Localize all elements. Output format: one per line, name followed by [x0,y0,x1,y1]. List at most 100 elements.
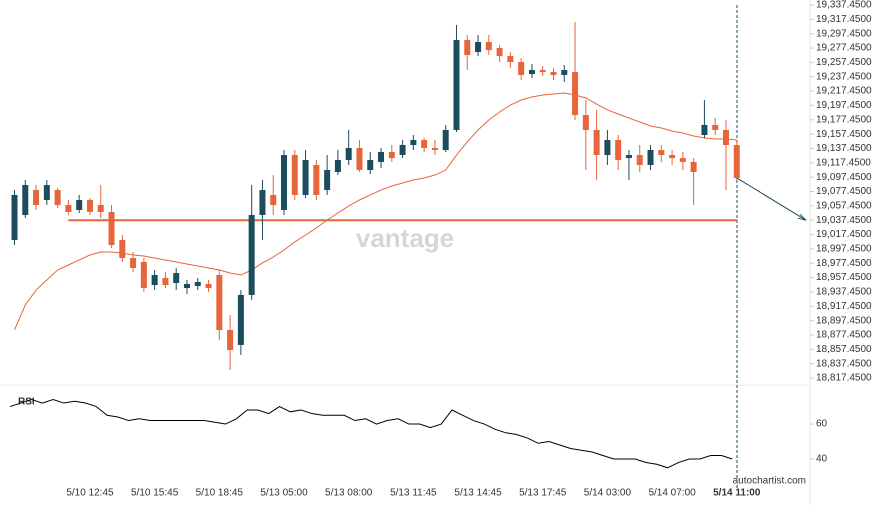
candle-body [679,158,686,162]
y-tick-label: 18,997.4500 [816,244,872,255]
y-tick-label: 18,817.4500 [816,373,872,384]
candle-body [97,205,104,212]
candle-body [615,140,622,160]
candle-body [130,258,137,269]
candle-body [108,211,115,245]
y-tick-label: 18,877.4500 [816,330,872,341]
x-tick-label: 5/13 14:45 [454,488,502,499]
candle-body [54,190,61,206]
arrow-head [797,213,807,221]
y-tick-label: 19,217.4500 [816,86,872,97]
candle-body [485,41,492,51]
y-tick-label: 18,957.4500 [816,272,872,283]
x-tick-label: 5/14 11:00 [713,488,761,499]
y-tick-label: 19,077.4500 [816,186,872,197]
y-tick-label: 19,057.4500 [816,200,872,211]
candle-body [76,200,83,210]
candle-body [324,170,331,191]
candle-body [259,190,266,215]
candle-body [464,40,471,56]
candle-body [237,294,244,345]
rsi-title: RSI [18,397,35,408]
moving-average [14,92,737,331]
candle-body [572,72,579,115]
candle-body [291,155,298,195]
candle-body [421,140,428,148]
candle-body [550,72,557,75]
candle-body [162,277,169,286]
source: autochartist.com [733,476,806,487]
candle-body [722,129,729,145]
rsi-tick-label: 60 [816,419,828,430]
candle-body [11,194,18,241]
candle-body [65,205,72,212]
y-tick-label: 19,117.4500 [816,157,871,168]
y-tick-label: 19,017.4500 [816,229,872,240]
y-tick-label: 19,097.4500 [816,172,872,183]
candle-body [248,214,255,295]
candle-body [539,70,546,73]
x-tick-label: 5/14 03:00 [584,488,632,499]
rsi-tick-label: 40 [816,454,828,465]
candle-body [561,70,568,75]
candle-body [669,155,676,159]
candle-body [22,185,29,215]
candle-body [194,281,201,287]
y-tick-label: 18,937.4500 [816,287,872,298]
y-tick-label: 18,977.4500 [816,258,872,269]
candle-body [281,155,287,210]
candle-body [367,159,374,171]
candle-body [636,155,643,165]
candle-body [690,161,697,173]
candle-body [604,140,611,156]
candle-body [227,329,234,350]
x-tick-label: 5/13 11:45 [390,488,437,499]
candle-body [334,159,341,173]
candle-body [302,159,309,195]
candle-body [313,164,320,195]
candle-body [173,273,180,283]
x-tick-label: 5/14 07:00 [648,488,696,499]
candle-body [151,275,158,286]
candle-body [33,190,40,206]
y-tick-label: 19,037.4500 [816,215,872,226]
y-tick-label: 18,917.4500 [816,301,872,312]
candle-body [658,150,665,156]
candle-body [453,40,460,130]
y-tick-label: 18,857.4500 [816,344,872,355]
y-tick-label: 18,897.4500 [816,315,872,326]
candle-body [647,150,654,165]
y-tick-label: 19,337.4500 [816,0,872,11]
candle-body [496,48,503,57]
candle-body [410,140,417,145]
candle-body [119,240,126,259]
watermark: vantage [356,223,454,253]
candle-body [507,56,514,62]
y-tick-label: 19,137.4500 [816,143,872,154]
candle-body [701,124,708,136]
y-tick-label: 19,237.4500 [816,71,872,82]
candle-body [733,144,740,178]
candle-body [712,124,719,130]
y-tick-label: 19,157.4500 [816,129,872,140]
projection-arrow [736,177,807,221]
candle-body [140,261,147,289]
candle-body [475,41,482,53]
y-tick-label: 19,317.4500 [816,14,872,25]
x-tick-label: 5/13 17:45 [519,488,567,499]
candle-body [378,152,385,162]
candle-body [86,200,93,212]
candle-body [399,144,406,156]
candle-body [388,152,395,159]
x-tick-label: 5/13 08:00 [325,488,373,499]
x-tick-label: 5/13 05:00 [260,488,308,499]
candle-body [518,61,525,75]
y-tick-label: 19,257.4500 [816,57,872,68]
y-tick-label: 19,277.4500 [816,43,872,54]
candle-body [216,275,223,330]
candle-body [528,70,535,75]
y-tick-label: 19,197.4500 [816,100,872,111]
candle-body [205,283,212,289]
y-tick-label: 19,297.4500 [816,28,872,39]
